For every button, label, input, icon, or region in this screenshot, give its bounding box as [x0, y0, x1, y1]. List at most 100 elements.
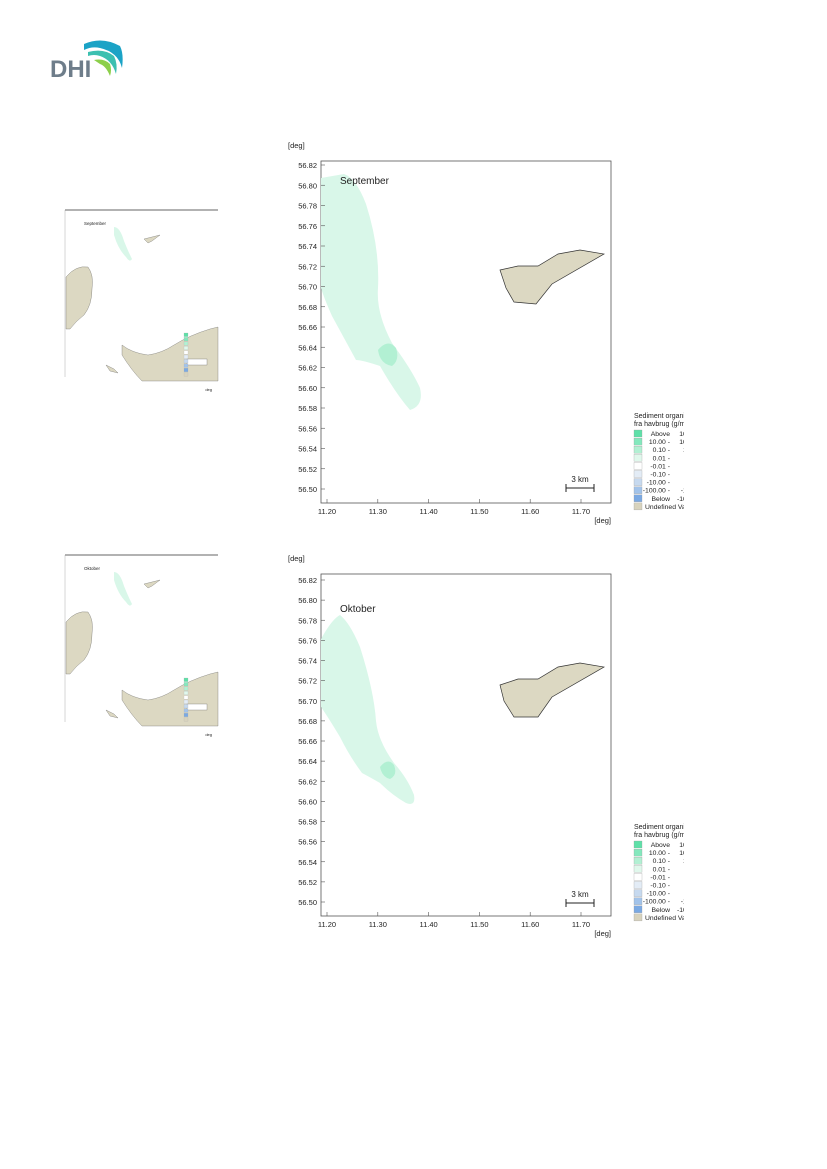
thumb-legend-swatch: [183, 341, 189, 346]
thumb-legend-swatch: [183, 717, 189, 722]
y-tick-label: 56.72: [298, 262, 317, 271]
legend-label: Above: [651, 842, 670, 849]
legend-swatch: [633, 478, 643, 486]
legend-label: Below: [651, 496, 670, 503]
legend-label: -10.00 -: [647, 480, 670, 487]
legend-swatch: [633, 502, 643, 511]
legend-swatch: [633, 873, 643, 881]
legend-swatch: [633, 881, 643, 889]
x-tick-label: 11.70: [572, 920, 590, 929]
thumb-legend-swatch: [183, 354, 189, 359]
legend-label: 0.01 -: [653, 866, 670, 873]
legend-label: Undefined Value: [645, 504, 684, 511]
legend-swatch: [633, 429, 643, 438]
scale-bar-label: 3 km: [571, 475, 589, 484]
legend-label: -100.00 -: [643, 899, 670, 906]
y-tick-label: 56.64: [298, 757, 317, 766]
thumb-legend-swatch: [183, 346, 189, 350]
y-tick-label: 56.82: [298, 161, 317, 170]
x-tick-label: 11.60: [521, 920, 539, 929]
legend-value: -10.00: [681, 899, 684, 906]
x-tick-label: 11.50: [470, 507, 488, 516]
x-tick-label: 11.60: [521, 507, 539, 516]
legend-label: -0.01 -: [650, 874, 670, 881]
thumb-legend-swatch: [183, 350, 189, 355]
thumb-legend-swatch: [183, 337, 189, 342]
thumbnail-map-oktober: Oktober deg: [64, 554, 219, 737]
y-axis-unit: [deg]: [288, 141, 305, 150]
thumb-land-south: [121, 671, 219, 727]
dhi-logo-mark-icon: [84, 40, 123, 76]
y-tick-label: 56.68: [298, 303, 317, 312]
thumb-land-west: [65, 611, 93, 675]
y-tick-label: 56.70: [298, 283, 317, 292]
y-tick-label: 56.74: [298, 657, 317, 666]
map-panel-september: [deg] September 56.82 56.80 56.78 56.76 56.74 5…: [288, 141, 684, 525]
y-tick-label: 56.66: [298, 737, 317, 746]
x-tick-label: 11.40: [419, 507, 437, 516]
y-tick-label: 56.62: [298, 364, 317, 373]
map-panel-oktober: [deg] Oktober 56.82 56.80 56.78 56.76 56.74 56.…: [288, 554, 684, 938]
x-axis-unit: [deg]: [594, 929, 611, 938]
map-title: September: [340, 176, 390, 187]
x-tick-label: 11.20: [318, 920, 336, 929]
thumb-legend-swatch: [183, 372, 189, 377]
legend-label: 10.00 -: [649, 850, 670, 857]
legend-value: -100.00: [677, 907, 684, 914]
legend-swatch: [633, 470, 643, 478]
thumb-islet: [105, 364, 119, 374]
legend-value: -100.00: [677, 496, 684, 503]
legend-label: 0.10 -: [653, 858, 670, 865]
legend-label: -0.10 -: [650, 883, 670, 890]
legend-label: Undefined Value: [645, 915, 684, 922]
y-axis-unit: [deg]: [288, 554, 305, 563]
island-land: [499, 662, 606, 718]
y-tick-label: 56.50: [298, 898, 317, 907]
dhi-logo: DHI: [50, 38, 130, 83]
thumb-scale-box: [186, 703, 208, 711]
legend-swatch: [633, 446, 643, 454]
legend-swatch: [633, 865, 643, 873]
legend-label: -10.00 -: [647, 891, 670, 898]
y-tick-label: 56.80: [298, 596, 317, 605]
y-tick-label: 56.82: [298, 576, 317, 585]
legend-label: Above: [651, 431, 670, 438]
legend-swatch: [633, 889, 643, 897]
map-title: Oktober: [340, 604, 376, 615]
legend-swatch: [633, 494, 643, 502]
legend-value: 100.00: [679, 850, 684, 857]
y-tick-label: 56.80: [298, 181, 317, 190]
thumb-land-west: [65, 266, 93, 330]
thumb-legend-swatch: [183, 359, 189, 364]
legend-value: -10.00: [681, 488, 684, 495]
y-tick-label: 56.78: [298, 616, 317, 625]
scale-bar-label: 3 km: [571, 890, 589, 899]
thumb-legend-swatch: [183, 368, 189, 372]
legend-swatch: [633, 486, 643, 494]
thumb-islet: [105, 709, 119, 719]
legend-label: 0.10 -: [653, 447, 670, 454]
legend-title: Sediment organisk kulstof: [634, 413, 684, 420]
y-tick-label: 56.54: [298, 445, 317, 454]
x-tick-label: 11.30: [369, 920, 387, 929]
legend-value: 100.00: [679, 431, 684, 438]
sediment-plume-core: [380, 761, 396, 779]
legend-value: 100.00: [679, 439, 684, 446]
thumb-legend-swatch: [183, 699, 189, 704]
thumb-scale-box: [186, 358, 208, 366]
thumb-legend-swatch: [183, 363, 189, 368]
x-tick-label: 11.30: [369, 507, 387, 516]
legend-title: Sediment organisk kulstof: [634, 824, 684, 831]
legend-swatch: [633, 462, 643, 470]
thumbnail-map-september: September deg: [64, 209, 219, 392]
thumb-plume: [114, 572, 132, 606]
thumb-legend-swatch: [183, 695, 189, 700]
y-tick-label: 56.56: [298, 424, 317, 433]
y-tick-label: 56.52: [298, 878, 317, 887]
y-tick-label: 56.74: [298, 242, 317, 251]
legend-value: 10.00: [683, 858, 684, 865]
y-tick-label: 56.58: [298, 404, 317, 413]
legend-value: 100.00: [679, 842, 684, 849]
x-tick-label: 11.70: [572, 507, 590, 516]
legend-swatch: [633, 840, 643, 849]
